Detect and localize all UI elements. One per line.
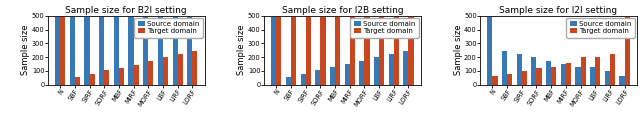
Legend: Source domain, Target domain: Source domain, Target domain xyxy=(350,18,419,38)
Bar xyxy=(286,77,291,85)
Bar xyxy=(70,17,75,85)
Y-axis label: Sample size: Sample size xyxy=(454,25,463,76)
Bar xyxy=(276,17,282,85)
Bar xyxy=(590,68,595,85)
Bar xyxy=(364,17,369,85)
Bar xyxy=(388,54,394,85)
Bar xyxy=(575,68,580,85)
Bar xyxy=(620,76,625,85)
Y-axis label: Sample size: Sample size xyxy=(237,25,246,76)
Bar xyxy=(487,17,492,85)
Bar xyxy=(119,68,124,85)
Bar xyxy=(408,17,413,85)
Bar xyxy=(129,17,134,85)
Bar xyxy=(625,17,630,85)
Bar xyxy=(379,17,384,85)
Bar xyxy=(84,17,90,85)
Bar xyxy=(403,51,408,85)
Legend: Source domain, Target domain: Source domain, Target domain xyxy=(566,18,635,38)
Bar xyxy=(610,54,615,85)
Title: Sample size for I2I setting: Sample size for I2I setting xyxy=(499,6,618,15)
Bar xyxy=(546,60,551,85)
Bar xyxy=(536,68,541,85)
Bar xyxy=(158,17,163,85)
Bar xyxy=(60,17,65,85)
Bar xyxy=(335,17,340,85)
Bar xyxy=(531,57,536,85)
Y-axis label: Sample size: Sample size xyxy=(21,25,30,76)
Bar xyxy=(522,71,527,85)
Bar xyxy=(502,51,507,85)
Bar xyxy=(173,17,178,85)
Title: Sample size for I2B setting: Sample size for I2B setting xyxy=(282,6,403,15)
Bar xyxy=(90,74,95,85)
Bar xyxy=(330,68,335,85)
Bar xyxy=(55,17,60,85)
Bar xyxy=(306,17,311,85)
Bar xyxy=(580,57,586,85)
Bar xyxy=(492,76,497,85)
Bar xyxy=(507,74,512,85)
Bar xyxy=(178,54,183,85)
Bar xyxy=(188,17,193,85)
Bar xyxy=(349,17,355,85)
Bar xyxy=(114,17,119,85)
Bar xyxy=(143,17,148,85)
Bar xyxy=(316,70,321,85)
Bar xyxy=(566,63,571,85)
Bar xyxy=(359,60,364,85)
Bar xyxy=(134,65,139,85)
Bar xyxy=(551,68,556,85)
Bar xyxy=(595,57,600,85)
Bar xyxy=(394,17,399,85)
Bar xyxy=(271,17,276,85)
Bar xyxy=(605,71,610,85)
Bar xyxy=(301,74,306,85)
Bar xyxy=(163,57,168,85)
Bar xyxy=(344,64,349,85)
Bar xyxy=(291,17,296,85)
Bar xyxy=(75,77,80,85)
Bar xyxy=(516,54,522,85)
Bar xyxy=(561,64,566,85)
Bar xyxy=(99,17,104,85)
Title: Sample size for B2I setting: Sample size for B2I setting xyxy=(65,6,187,15)
Bar xyxy=(148,61,154,85)
Bar xyxy=(374,57,379,85)
Bar xyxy=(321,17,326,85)
Bar xyxy=(104,70,109,85)
Legend: Source domain, Target domain: Source domain, Target domain xyxy=(134,18,202,38)
Bar xyxy=(193,51,198,85)
